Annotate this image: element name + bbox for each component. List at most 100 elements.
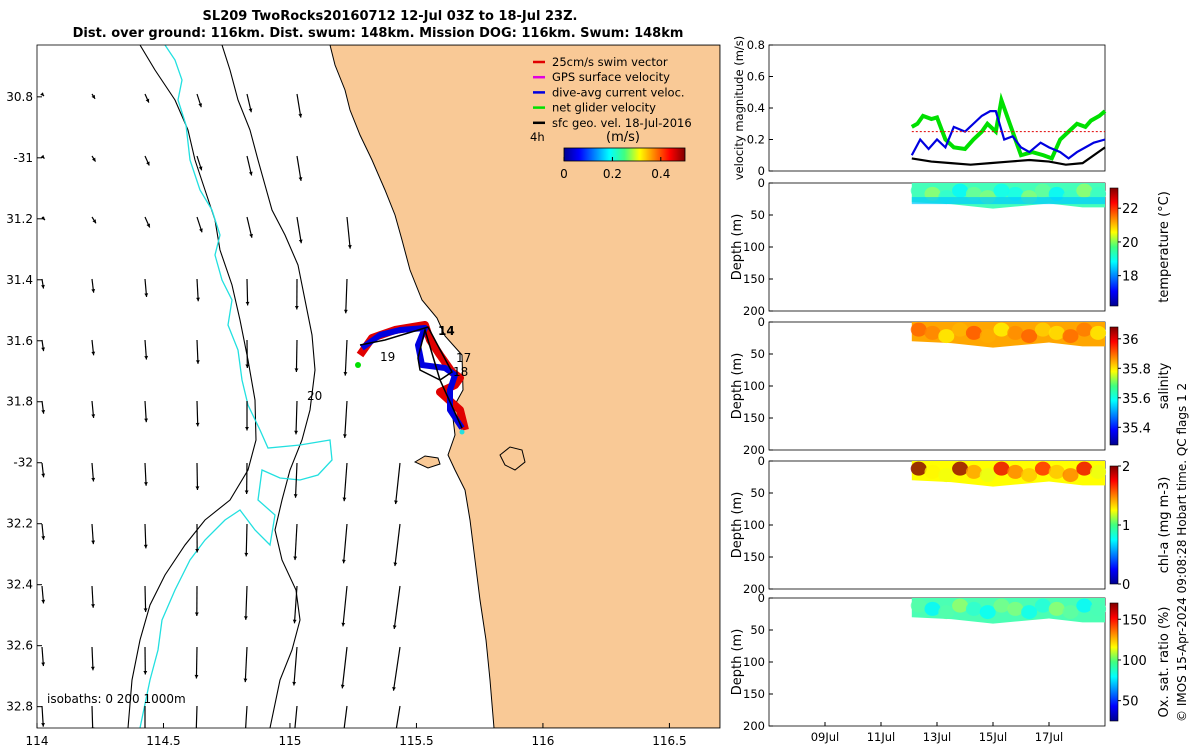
arrow-head [91,288,96,293]
arrow-head [391,747,395,750]
section-patch [1090,325,1107,340]
arrow-head [92,157,96,162]
arrow-head [90,666,95,671]
map-xtick-label: 115.5 [399,734,433,748]
arrow-head [292,619,297,624]
arrow-head [343,372,348,376]
arrow-head [294,368,299,372]
arrow-head [243,678,248,683]
panel-frame [768,321,1106,451]
depth-ytick-label: 0 [758,454,765,468]
arrow-head [195,360,200,364]
isobath-label: isobaths: 0 200 1000m [47,692,186,706]
section-patch [910,322,927,337]
colorbar-ticks: 0 0.2 0.4 [560,157,670,181]
vel-ylabel: velocity magnitude (m/s) [732,36,746,181]
velocity-arrow [245,523,248,557]
arrow-head [91,540,96,545]
arrow-head [347,245,352,249]
cbar-tick-label: 0 [1122,578,1130,593]
panel-colorbar [1109,602,1119,722]
velocity-arrow [144,585,147,612]
arrow-head [41,347,45,352]
isobath-cyan [139,45,333,728]
section-patch [938,468,955,483]
arrow-head [294,430,299,435]
section-patch [1034,461,1051,476]
section-patch [965,464,982,479]
depth-panel-temperature: 0 50 100 150 200 Depth (m) 18 20 22 temperature (… [730,176,1172,318]
depth-ytick-label: 0 [758,315,765,329]
day-label: 17 [456,351,471,365]
section-patch [993,183,1010,198]
panel-frame [768,182,1106,312]
land [329,45,720,728]
arrow-head [92,219,96,224]
velocity-arrow [341,646,348,689]
section-patch [979,329,996,344]
arrow-head [293,556,298,561]
arrow-head [194,612,199,616]
velocity-arrow [91,585,94,608]
depth-ytick-label: 50 [750,208,765,222]
arrow-head [298,113,303,118]
arrow-head [248,171,253,176]
arrow-head [41,599,46,604]
day-label: 19 [380,350,395,364]
section-patch [1034,598,1051,613]
velocity-arrow [296,93,302,118]
legend-label: dive-avg current veloc. [552,85,685,99]
arrow-head [195,548,200,553]
velocity-arrow [144,462,147,486]
day-label: 20 [307,389,322,403]
arrow-head [243,739,247,743]
arrow-head [144,355,149,360]
vel-ytick-label: 0.2 [747,133,765,147]
velocity-arrow [296,155,302,182]
arrow-head [195,486,200,490]
section-patch [1048,325,1065,340]
arrow-head [199,228,203,233]
map-xtick-label: 116.5 [652,734,686,748]
arrow-head [392,686,396,691]
section-patch [1034,183,1051,198]
day-label: 18 [453,365,468,379]
velocity-arrow [294,462,298,498]
velocity-arrow [393,585,401,630]
cbar-tick-label: 100 [1122,654,1147,669]
section-layer [911,197,1105,205]
arrow-head [91,94,96,99]
arrow-head [143,670,148,675]
depth-panel-salinity: 0 50 100 150 200 Depth (m) 35.4 35.6 35.8 36 salin… [730,315,1172,457]
section-patch [1034,322,1051,337]
section-patch [1076,461,1093,476]
depth-ylabel: Depth (m) [730,629,745,696]
arrow-head [392,625,397,629]
velocity-arrow [346,216,351,249]
section-patch [952,322,969,337]
cbar-label: chl-a (mg m-3) [1157,477,1172,574]
title-line-1: SL209 TwoRocks20160712 12-Jul 03Z to 18-… [203,9,578,24]
arrow-head [294,305,299,310]
velocity-arrow [342,585,348,627]
cbar-tick-label: 150 [1122,613,1147,628]
velocity-arrow [296,216,302,244]
velocity-arrow [246,216,253,238]
arrow-head [340,745,344,749]
cbar-tick-label: 35.6 [1122,392,1151,407]
map-ytick-label: -32 [13,456,33,470]
map-ytick-label: 32.8 [6,700,33,714]
arrow-head [292,681,297,686]
arrow-head [198,103,203,108]
velocity-arrow [395,462,401,505]
arrow-head [245,426,249,431]
date-tick-label: 17Jul [1035,730,1064,744]
velocity-arrow [343,705,348,728]
depth-ytick-label: 150 [743,550,765,564]
arrow-head [195,422,200,427]
section-patch [1048,464,1065,479]
map-ytick-label: 32.6 [6,639,33,653]
